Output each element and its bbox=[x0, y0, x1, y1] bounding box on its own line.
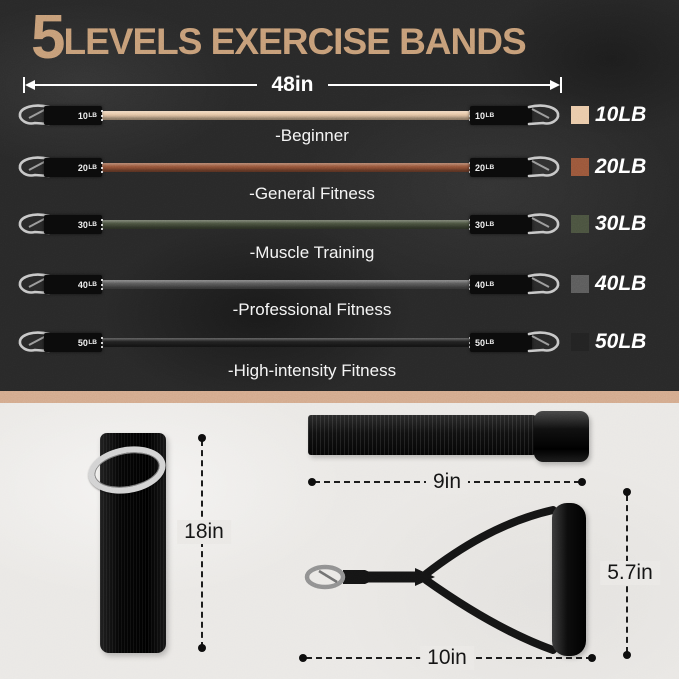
weight-label: 20LB bbox=[595, 155, 647, 178]
sleeve-unit: LB bbox=[88, 339, 97, 346]
dimension-dot bbox=[623, 651, 631, 659]
sleeve-weight: 20 bbox=[77, 162, 88, 173]
band-row-50lb: 50 LB 50 LB 50LB bbox=[0, 328, 679, 356]
band-end-sleeve: 10 LB bbox=[44, 106, 102, 125]
sleeve-unit: LB bbox=[88, 164, 97, 171]
level-label: -High-intensity Fitness bbox=[227, 361, 397, 380]
sleeve-weight: 40 bbox=[475, 279, 486, 290]
title-number: 5 bbox=[31, 3, 66, 72]
ankle-strap-dimension-line bbox=[201, 440, 203, 648]
dimension-dot bbox=[299, 654, 307, 662]
band-row-40lb: 40 LB 40 LB 40LB bbox=[0, 270, 679, 298]
level-label: -Professional Fitness bbox=[232, 300, 392, 319]
band-tube bbox=[101, 219, 471, 230]
band-tube bbox=[101, 110, 471, 121]
dimension-dot bbox=[588, 654, 596, 662]
band-tube bbox=[101, 162, 471, 173]
door-anchor-length-label: 9in bbox=[425, 470, 469, 494]
carabiner-hook-icon bbox=[527, 213, 560, 235]
sleeve-weight: 30 bbox=[475, 219, 486, 230]
band-end-sleeve: 10 LB bbox=[470, 106, 532, 125]
color-swatch bbox=[571, 333, 589, 351]
band-end-sleeve: 40 LB bbox=[44, 275, 102, 294]
band-end-sleeve: 30 LB bbox=[470, 215, 532, 234]
handle-height-label: 5.7in bbox=[600, 561, 660, 585]
level-label: -Muscle Training bbox=[249, 243, 375, 262]
weight-label: 40LB bbox=[595, 272, 647, 295]
band-length-label: 48in bbox=[271, 73, 314, 96]
band-end-sleeve: 50 LB bbox=[470, 333, 532, 352]
sleeve-weight: 10 bbox=[475, 110, 486, 121]
sleeve-weight: 40 bbox=[77, 279, 88, 290]
band-end-sleeve: 40 LB bbox=[470, 275, 532, 294]
dimension-line bbox=[327, 84, 550, 86]
band-row-30lb: 30 LB 30 LB 30LB bbox=[0, 210, 679, 238]
level-label: -General Fitness bbox=[249, 184, 375, 203]
sleeve-weight: 50 bbox=[475, 337, 486, 348]
sleeve-unit: LB bbox=[485, 221, 495, 228]
sleeve-unit: LB bbox=[485, 339, 495, 346]
weight-label: 50LB bbox=[595, 330, 647, 353]
weight-label: 10LB bbox=[595, 103, 647, 126]
band-end-sleeve: 30 LB bbox=[44, 215, 102, 234]
color-swatch bbox=[571, 215, 589, 233]
sleeve-weight: 50 bbox=[77, 337, 88, 348]
handle-grip bbox=[552, 503, 586, 656]
dimension-dot bbox=[198, 644, 206, 652]
sleeve-unit: LB bbox=[88, 281, 97, 288]
band-end-sleeve: 50 LB bbox=[44, 333, 102, 352]
carabiner-hook-icon bbox=[527, 273, 560, 295]
sleeve-unit: LB bbox=[485, 112, 495, 119]
door-anchor-strap bbox=[308, 415, 536, 455]
color-swatch bbox=[571, 275, 589, 293]
handle-hook-icon bbox=[304, 564, 346, 590]
carabiner-hook-icon bbox=[527, 156, 560, 178]
door-anchor-cylinder bbox=[534, 411, 589, 462]
handle-width-label: 10in bbox=[420, 646, 474, 670]
color-swatch bbox=[571, 106, 589, 124]
sleeve-weight: 10 bbox=[77, 110, 88, 121]
band-row-20lb: 20 LB 20 LB 20LB bbox=[0, 153, 679, 181]
ankle-strap-length-label: 18in bbox=[177, 520, 231, 544]
band-tube bbox=[101, 279, 471, 290]
dimension-endbar bbox=[560, 77, 562, 93]
band-length-dimension: 48in bbox=[23, 73, 562, 96]
dimension-dot bbox=[578, 478, 586, 486]
handle-straps bbox=[304, 506, 557, 654]
band-row-10lb: 10 LB 10 LB 10LB bbox=[0, 101, 679, 129]
carabiner-hook-icon bbox=[527, 104, 560, 126]
sleeve-unit: LB bbox=[88, 112, 97, 119]
dimension-dot bbox=[623, 488, 631, 496]
band-tube bbox=[101, 337, 471, 348]
dimension-dot bbox=[308, 478, 316, 486]
sleeve-unit: LB bbox=[485, 281, 495, 288]
arrow-left-icon bbox=[25, 80, 35, 90]
level-label: -Beginner bbox=[275, 126, 349, 145]
dimension-line bbox=[35, 84, 258, 86]
sleeve-weight: 20 bbox=[475, 162, 486, 173]
sleeve-unit: LB bbox=[88, 221, 97, 228]
page-title: 5 LEVELS EXERCISE BANDS bbox=[31, 3, 527, 72]
title-text: LEVELS EXERCISE BANDS bbox=[63, 21, 526, 62]
sleeve-unit: LB bbox=[485, 164, 495, 171]
weight-label: 30LB bbox=[595, 212, 647, 235]
band-end-sleeve: 20 LB bbox=[44, 158, 102, 177]
color-swatch bbox=[571, 158, 589, 176]
dimension-dot bbox=[198, 434, 206, 442]
band-end-sleeve: 20 LB bbox=[470, 158, 532, 177]
carabiner-hook-icon bbox=[527, 331, 560, 353]
sleeve-weight: 30 bbox=[77, 219, 88, 230]
arrow-right-icon bbox=[550, 80, 560, 90]
